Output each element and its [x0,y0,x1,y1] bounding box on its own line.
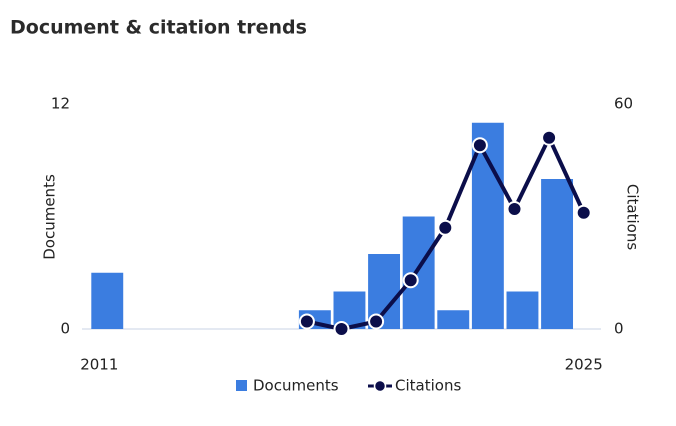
line-point [437,219,454,236]
y-tick-label: 12 [51,95,70,113]
chart-title: Document & citation trends [10,17,307,39]
legend-marker [373,379,387,393]
line-point [402,272,419,289]
line-point [368,313,385,330]
line-point [541,129,558,146]
bar [402,216,435,329]
line-point [471,137,488,154]
bar [506,291,539,329]
y2-tick-label: 60 [614,95,633,113]
y-tick-label: 0 [60,320,70,338]
legend-label: Documents [253,377,339,395]
line-point [575,204,592,221]
bar [541,179,574,329]
x-tick-label: 2011 [80,356,118,374]
line-point [333,321,350,337]
bar [437,310,470,329]
y-axis-title: Documents [41,174,59,260]
legend-label: Citations [395,377,461,395]
y2-tick-label: 0 [614,320,624,338]
legend-marker [236,380,247,391]
bar [91,272,124,329]
line-point [506,201,523,217]
y2-axis-title: Citations [624,184,642,250]
x-tick-label: 2025 [565,356,603,374]
line-point [298,313,315,330]
